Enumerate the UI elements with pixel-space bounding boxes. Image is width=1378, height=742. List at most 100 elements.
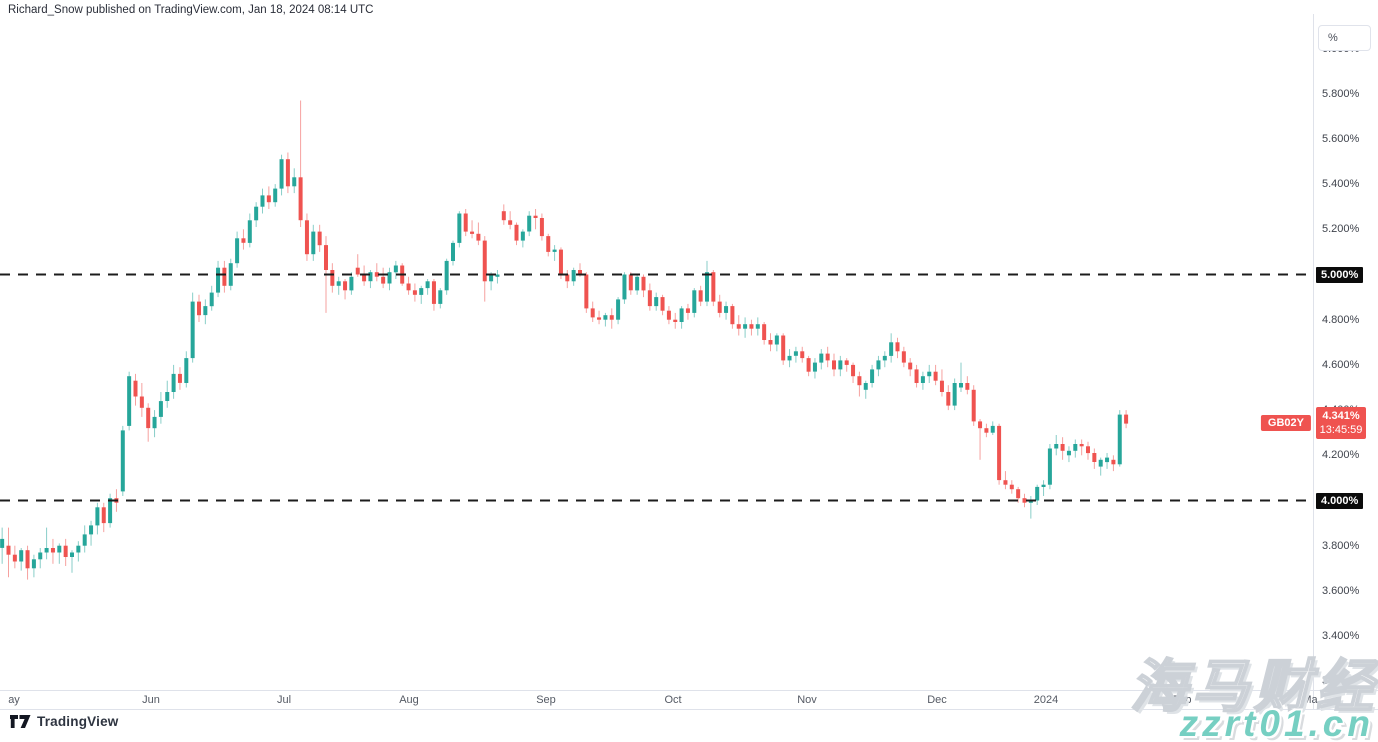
candle <box>787 349 792 368</box>
candle <box>882 351 887 368</box>
candle <box>70 550 74 573</box>
candle <box>781 333 786 365</box>
time-axis-label: Jun <box>142 694 160 706</box>
candle <box>895 337 900 359</box>
candle <box>44 527 49 560</box>
time-axis-label: Ma <box>1302 694 1318 706</box>
candle <box>692 288 697 318</box>
candle <box>971 385 976 426</box>
candle <box>222 260 227 293</box>
candle <box>546 233 551 257</box>
candle <box>279 154 284 196</box>
candle <box>387 267 392 291</box>
candle <box>838 355 843 377</box>
candle <box>647 283 652 311</box>
price-axis-tick: 5.400% <box>1322 178 1360 191</box>
candle <box>438 288 443 309</box>
last-price-value: 4.341% <box>1322 410 1360 423</box>
watermark-url: zzrt01.cn <box>1179 703 1374 742</box>
candle <box>622 272 627 304</box>
candle <box>304 213 309 261</box>
candle <box>406 276 411 295</box>
candle <box>101 502 106 533</box>
candle <box>501 204 506 225</box>
candle <box>901 346 906 368</box>
time-axis-label: ay <box>8 694 20 706</box>
candle <box>673 312 678 329</box>
candle <box>730 303 735 329</box>
candle <box>6 527 11 578</box>
candle <box>266 186 271 209</box>
price-axis-tick: 4.800% <box>1322 313 1360 326</box>
candle <box>508 211 513 230</box>
candle <box>1047 444 1052 490</box>
candle <box>889 333 894 363</box>
candle <box>139 383 144 417</box>
candle <box>349 272 354 295</box>
candle <box>495 270 500 284</box>
price-axis-tick: 3.400% <box>1322 630 1360 643</box>
candle <box>666 306 671 325</box>
candle <box>1035 484 1040 505</box>
candle <box>235 231 240 268</box>
candle <box>463 209 468 237</box>
candle <box>1016 486 1021 503</box>
candle <box>851 362 856 383</box>
candle <box>736 315 741 336</box>
candle <box>743 317 748 338</box>
candle <box>120 425 125 496</box>
time-axis-label: Jul <box>276 694 292 706</box>
price-axis-border <box>1313 14 1314 709</box>
price-axis-tick: 4.200% <box>1322 449 1360 462</box>
candle <box>0 527 5 564</box>
candle <box>800 346 805 363</box>
candle <box>552 245 557 261</box>
candle <box>660 294 665 316</box>
candle <box>920 371 925 390</box>
candle <box>635 274 640 295</box>
time-axis-label: Feb <box>1172 694 1192 706</box>
candle <box>863 380 868 399</box>
symbol-badge: GB02Y <box>1260 415 1311 432</box>
candle <box>209 285 214 311</box>
candle <box>768 333 773 352</box>
price-axis-tick: 3.800% <box>1322 539 1360 552</box>
candle <box>451 240 455 266</box>
candle <box>959 362 963 392</box>
level-price-badge: 4.000% <box>1316 492 1364 509</box>
candle <box>597 310 602 325</box>
candle <box>571 267 576 286</box>
candle <box>1003 471 1008 490</box>
candle <box>819 349 824 370</box>
candle <box>50 538 55 564</box>
percent-scale-button[interactable]: % <box>1318 25 1371 51</box>
candle <box>762 322 767 345</box>
candle <box>158 392 163 424</box>
candle <box>311 224 316 261</box>
candle <box>628 272 633 295</box>
candle <box>146 403 151 442</box>
tradingview-logo[interactable]: TradingView <box>10 714 118 729</box>
candle <box>514 222 519 246</box>
time-axis-label: Sep <box>536 694 556 706</box>
publish-byline: Richard_Snow published on TradingView.co… <box>8 4 374 16</box>
candle <box>152 410 157 438</box>
candle <box>1079 439 1084 456</box>
candle <box>247 213 252 248</box>
candle <box>127 371 132 431</box>
candle <box>939 369 944 397</box>
candle <box>1041 480 1046 496</box>
time-axis-label: Oct <box>664 694 682 706</box>
candle <box>724 301 729 320</box>
candle <box>793 346 798 363</box>
candle <box>457 211 462 248</box>
tradingview-logo-icon <box>10 715 31 728</box>
percent-scale-label: % <box>1328 32 1338 44</box>
candle <box>825 346 830 368</box>
price-axis-tick: 3.600% <box>1322 584 1360 597</box>
candle <box>685 303 690 320</box>
candle <box>317 224 322 252</box>
candle <box>1086 441 1090 460</box>
candle <box>25 545 30 580</box>
